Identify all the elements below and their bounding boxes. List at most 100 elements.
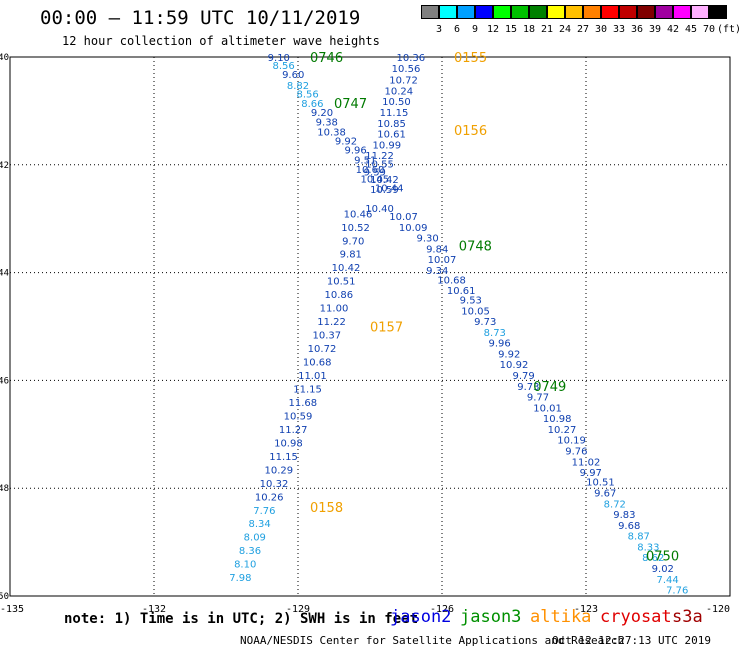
lat-tick-label: 42 xyxy=(0,161,9,171)
legend-swatch xyxy=(637,5,655,19)
wave-height-label: 9.51 xyxy=(354,155,376,166)
wave-height-label: 9.96 xyxy=(488,339,510,350)
wave-height-label: 9.79 xyxy=(512,371,534,382)
wave-height-label: 10.40 xyxy=(365,204,394,215)
wave-height-label: 9.77 xyxy=(527,393,549,404)
legend-swatch xyxy=(673,5,691,19)
pass-time-label: 0158 xyxy=(310,501,343,516)
wave-height-label: 10.98 xyxy=(274,438,303,449)
wave-height-label: 10.07 xyxy=(428,255,457,266)
wave-height-label: 8.72 xyxy=(604,499,626,510)
wave-height-label: 9.38 xyxy=(316,118,338,129)
wave-height-label: 9.60 xyxy=(282,70,304,81)
wave-height-label: 10.59 xyxy=(370,185,399,196)
wave-height-label: 8.62 xyxy=(642,553,664,564)
notes-text: note: 1) Time is in UTC; 2) SWH is in fe… xyxy=(64,611,419,627)
wave-height-label: 11.00 xyxy=(320,304,349,315)
legend-label: 21 xyxy=(540,24,554,35)
legend-swatch xyxy=(709,5,727,19)
legend-label: 45 xyxy=(684,24,698,35)
lat-tick-label: 46 xyxy=(0,376,9,386)
lon-tick-label: -126 xyxy=(430,604,454,615)
wave-height-label: 9.59 xyxy=(364,167,386,178)
legend-swatch xyxy=(421,5,439,19)
wave-height-label: 9.70 xyxy=(342,236,364,247)
wave-height-label: 7.98 xyxy=(229,573,251,584)
legend-swatch xyxy=(691,5,709,19)
wave-height-label: 10.44 xyxy=(375,183,404,194)
wave-height-label: 10.61 xyxy=(447,286,476,297)
wave-height-label: 10.98 xyxy=(543,414,572,425)
wave-height-label: 9.10 xyxy=(268,53,290,64)
lon-tick-label: -120 xyxy=(706,604,730,615)
wave-height-label: 8.09 xyxy=(244,533,266,544)
wave-height-label: 7.76 xyxy=(666,586,688,597)
wave-height-label: 8.56 xyxy=(296,90,318,101)
wave-height-label: 10.56 xyxy=(392,64,421,75)
pass-time-label: 0748 xyxy=(459,240,492,255)
page-title: 00:00 – 11:59 UTC 10/11/2019 xyxy=(40,7,361,29)
wave-height-label: 10.51 xyxy=(586,478,615,489)
wave-height-label: 10.42 xyxy=(332,263,361,274)
wave-height-label: 10.26 xyxy=(255,492,284,503)
wave-height-label: 8.34 xyxy=(248,519,270,530)
legend-swatch xyxy=(439,5,457,19)
wave-height-label: 10.32 xyxy=(260,479,289,490)
legend-label: 30 xyxy=(594,24,608,35)
wave-height-label: 10.52 xyxy=(341,223,370,234)
wave-height-label: 10.45 xyxy=(360,174,389,185)
legend-swatch xyxy=(655,5,673,19)
pass-time-label: 0750 xyxy=(646,550,679,565)
wave-height-label: 11.68 xyxy=(288,398,317,409)
satellite-name-jason3: jason3 xyxy=(460,607,522,627)
legend-label: 42 xyxy=(666,24,680,35)
wave-height-label: 11.02 xyxy=(572,457,601,468)
pass-time-label: 0156 xyxy=(454,124,487,139)
legend-swatch xyxy=(547,5,565,19)
wave-height-label: 9.30 xyxy=(416,234,438,245)
wave-height-label: 8.56 xyxy=(272,61,294,72)
wave-height-label: 10.42 xyxy=(370,175,399,186)
wave-height-label: 11.27 xyxy=(279,425,308,436)
satellite-name-cryosat: cryosat xyxy=(600,607,672,627)
pass-time-label: 0155 xyxy=(454,51,487,66)
satellite-name-jason2: jason2 xyxy=(390,607,452,627)
legend-label: 36 xyxy=(630,24,644,35)
wave-height-label: 10.24 xyxy=(384,86,413,97)
pass-time-label: 0749 xyxy=(533,380,566,395)
pass-time-label: 0157 xyxy=(370,321,403,336)
wave-height-label: 10.01 xyxy=(533,403,562,414)
lon-tick-label: -123 xyxy=(574,604,598,615)
wave-height-label: 10.59 xyxy=(284,411,313,422)
wave-height-label: 8.73 xyxy=(484,328,506,339)
legend-swatch xyxy=(457,5,475,19)
timestamp-text: Oct 12 12:27:13 UTC 2019 xyxy=(552,634,711,647)
wave-height-label: 8.33 xyxy=(637,542,659,553)
wave-height-label: 10.29 xyxy=(264,465,293,476)
wave-height-label: 7.76 xyxy=(253,506,275,517)
wave-height-label: 10.72 xyxy=(389,76,418,87)
map-frame xyxy=(9,56,731,597)
lat-tick-label: 44 xyxy=(0,269,9,279)
page-subtitle: 12 hour collection of altimeter wave hei… xyxy=(62,34,380,48)
lat-tick-label: 40 xyxy=(0,53,9,63)
pass-time-label: 0746 xyxy=(310,51,343,66)
wave-height-label: 9.84 xyxy=(426,244,448,255)
wave-height-label: 9.83 xyxy=(613,510,635,521)
satellite-name-altika: altika xyxy=(530,607,592,627)
credit-text: NOAA/NESDIS Center for Satellite Applica… xyxy=(240,634,625,647)
wave-height-label: 9.92 xyxy=(498,349,520,360)
wave-height-label: 9.81 xyxy=(340,250,362,261)
wave-height-label: 10.38 xyxy=(317,127,346,138)
wave-height-label: 9.92 xyxy=(335,137,357,148)
legend-swatch xyxy=(565,5,583,19)
wave-height-label: 10.07 xyxy=(389,212,418,223)
satellite-name-s3a: s3a xyxy=(672,607,703,627)
wave-height-label: 9.67 xyxy=(594,489,616,500)
wave-height-label: 10.68 xyxy=(437,276,466,287)
wave-height-label: 10.72 xyxy=(308,344,337,355)
wave-height-label: 8.82 xyxy=(287,81,309,92)
wave-height-label: 9.73 xyxy=(517,382,539,393)
wave-height-label: 9.97 xyxy=(580,468,602,479)
